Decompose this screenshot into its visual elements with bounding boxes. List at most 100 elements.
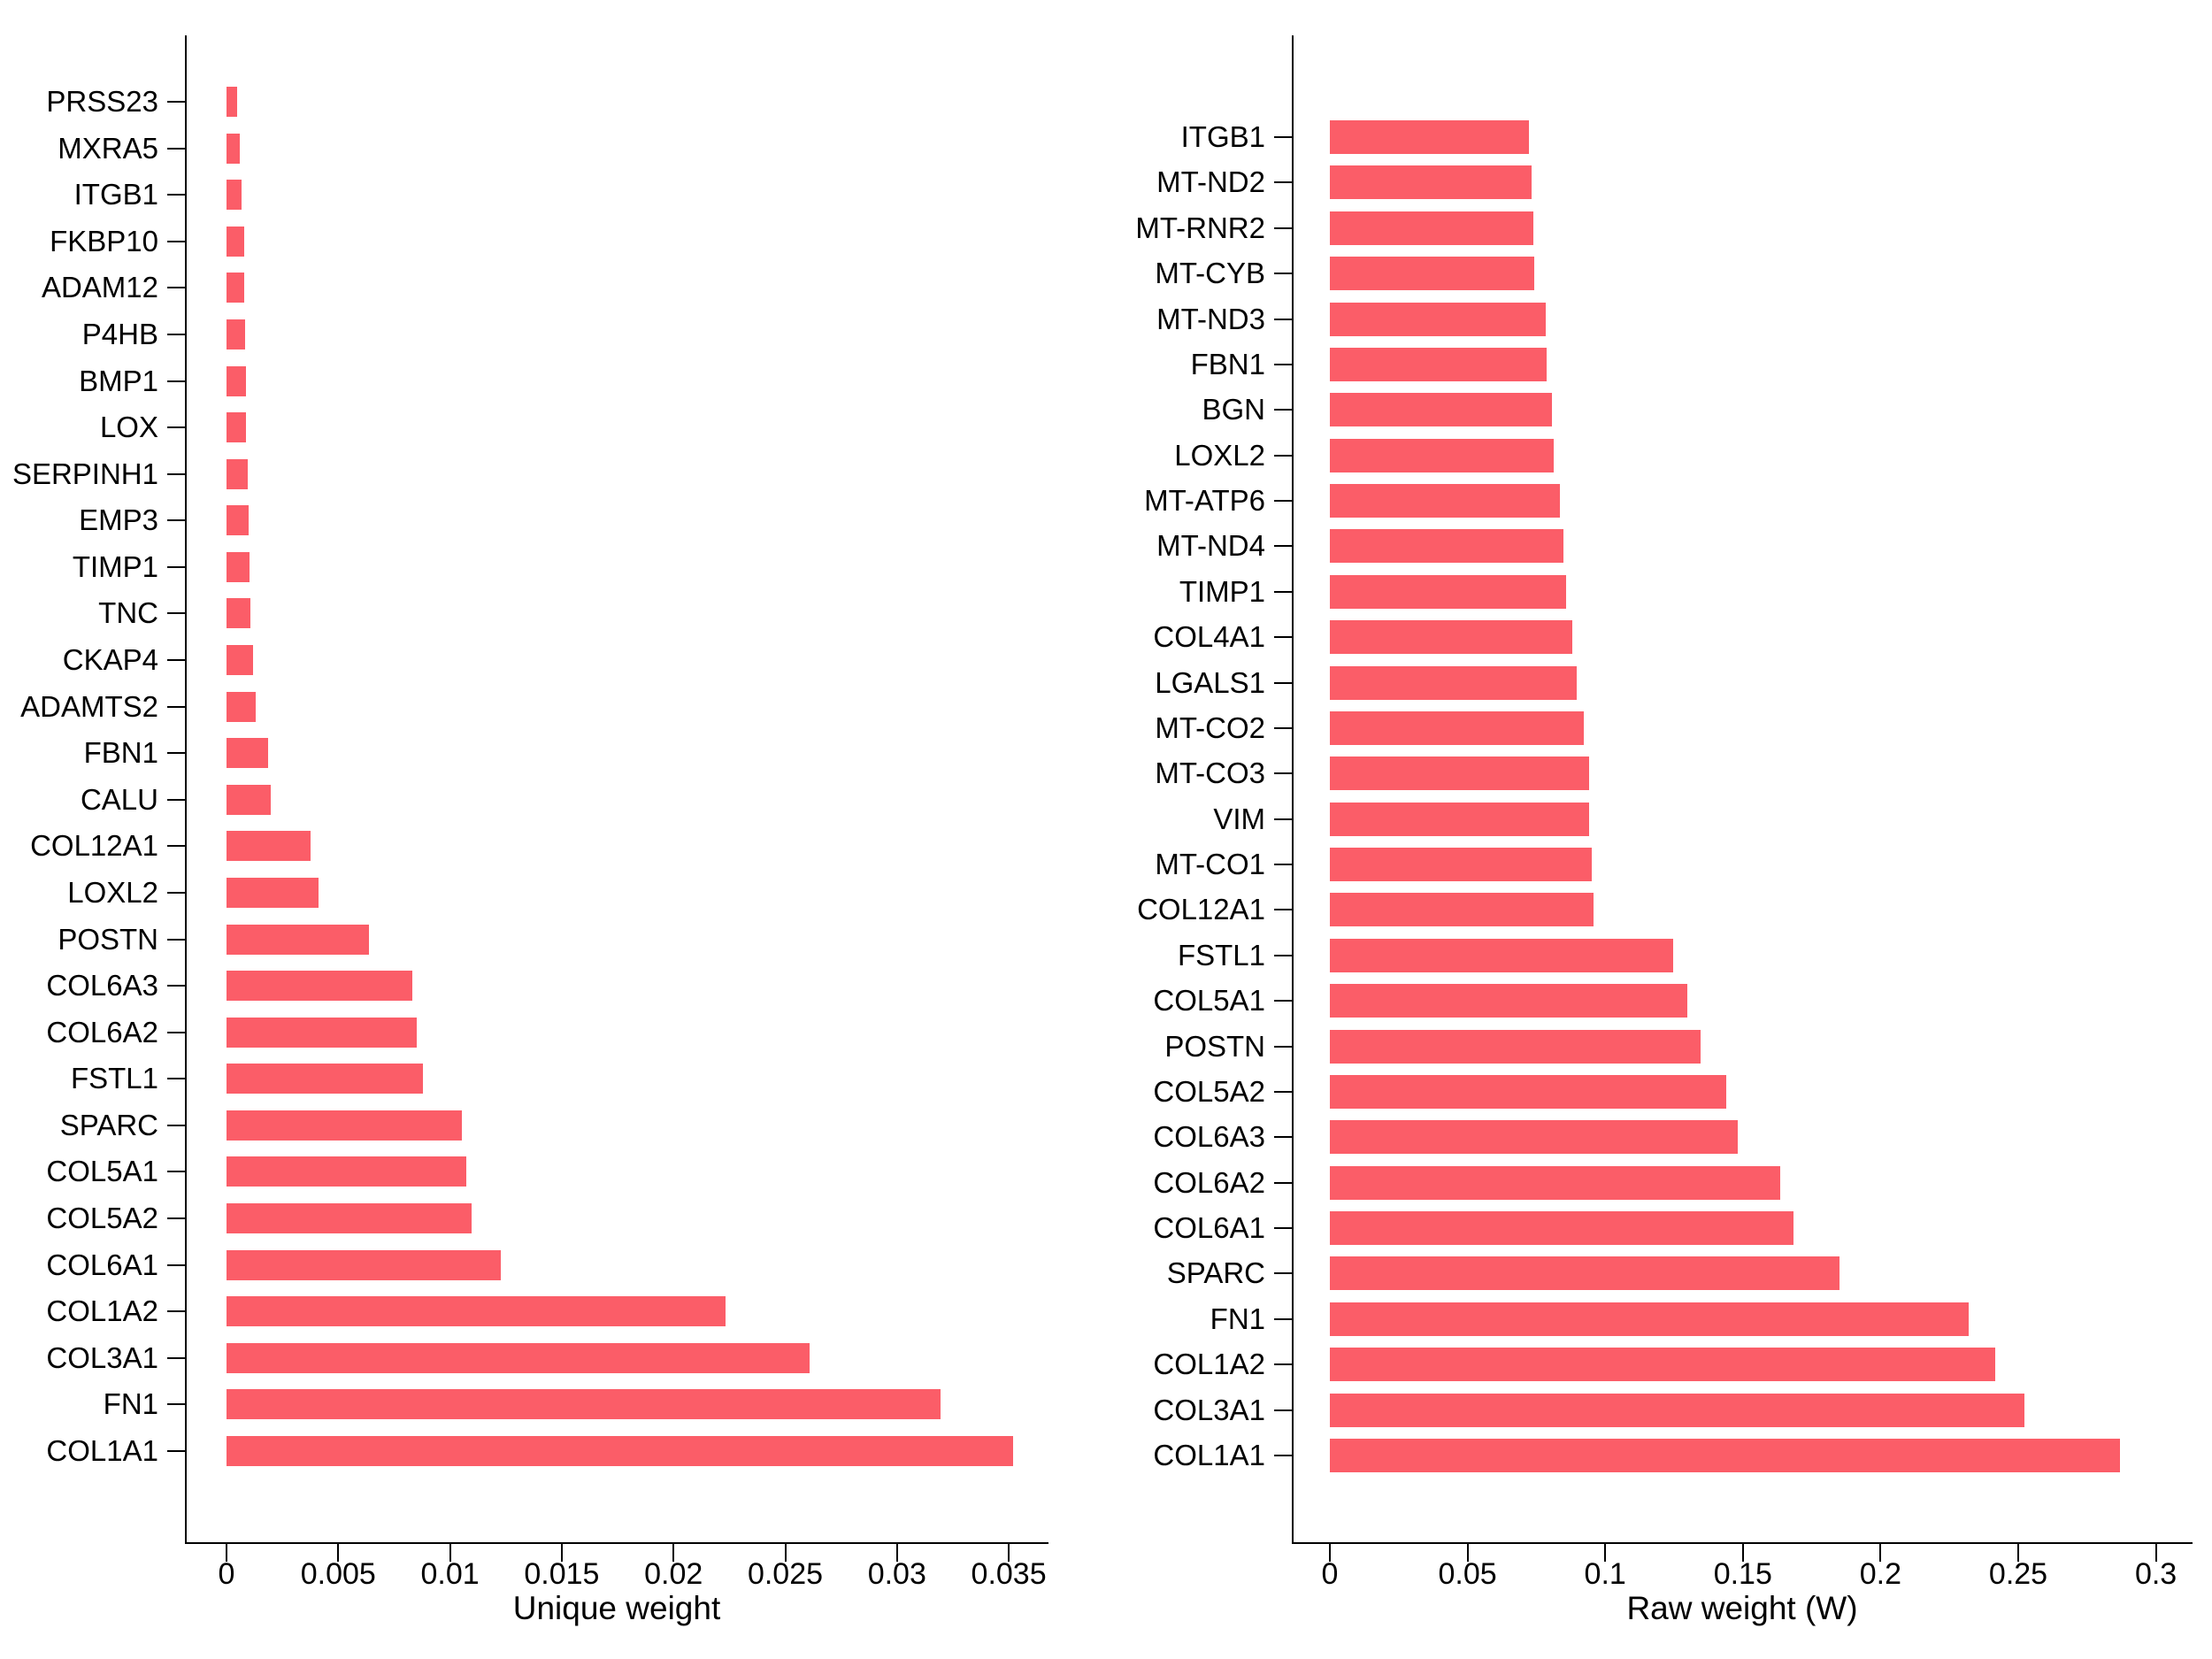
x-tick-label: 0.3: [2134, 1557, 2177, 1591]
y-tick-mark: [167, 565, 185, 568]
y-tick-label: LOXL2: [67, 875, 158, 909]
y-tick-mark: [167, 101, 185, 103]
y-tick-label: ITGB1: [73, 178, 158, 211]
y-tick-label: MT-CO3: [1155, 757, 1265, 790]
y-tick-label: ADAMTS2: [20, 689, 158, 723]
bar: [1330, 1120, 1738, 1155]
bar: [1330, 1029, 1701, 1064]
y-tick-mark: [1274, 818, 1292, 820]
y-tick-mark: [1274, 1045, 1292, 1048]
bar: [1330, 165, 1532, 200]
y-tick-mark: [167, 147, 185, 150]
y-tick-label: MT-ND2: [1156, 165, 1265, 199]
bar: [227, 273, 244, 303]
y-tick-mark: [167, 1031, 185, 1033]
y-tick-label: COL1A1: [46, 1434, 158, 1467]
y-tick-label: COL5A1: [46, 1155, 158, 1188]
y-tick-label: COL6A2: [46, 1015, 158, 1048]
bar: [1330, 848, 1592, 882]
x-tick-mark: [226, 1544, 227, 1562]
x-tick-mark: [1008, 1544, 1010, 1562]
y-tick-label: EMP3: [79, 503, 158, 537]
y-tick-label: LOXL2: [1174, 438, 1265, 472]
x-tick-label: 0: [1321, 1557, 1339, 1591]
x-tick-label: 0.02: [644, 1557, 703, 1591]
bar: [227, 1296, 726, 1327]
x-tick-label: 0.015: [524, 1557, 600, 1591]
x-tick-label: 0.01: [420, 1557, 480, 1591]
bar: [1330, 211, 1534, 245]
x-axis-spine: [185, 1542, 1048, 1544]
y-axis-spine: [185, 35, 187, 1544]
x-axis-label-raw-weight: Raw weight (W): [1626, 1590, 1858, 1626]
y-tick-label: ITGB1: [1180, 120, 1265, 153]
y-tick-mark: [167, 1356, 185, 1359]
y-tick-label: FKBP10: [50, 224, 158, 257]
x-tick-mark: [1329, 1544, 1331, 1562]
bar: [227, 458, 248, 489]
bar: [227, 365, 246, 396]
y-tick-mark: [1274, 1455, 1292, 1456]
x-tick-label: 0.025: [747, 1557, 824, 1591]
bar: [1330, 257, 1535, 291]
x-tick-label: 0.15: [1713, 1557, 1772, 1591]
y-tick-label: FBN1: [83, 736, 158, 770]
x-tick-mark: [1466, 1544, 1469, 1562]
y-tick-label: COL3A1: [46, 1340, 158, 1374]
bar: [1330, 1211, 1793, 1246]
y-tick-mark: [1274, 1227, 1292, 1230]
x-tick-mark: [1879, 1544, 1882, 1562]
x-tick-label: 0.2: [1859, 1557, 1902, 1591]
y-tick-mark: [167, 194, 185, 196]
x-tick-mark: [1741, 1544, 1744, 1562]
y-tick-label: TIMP1: [72, 549, 158, 583]
bar: [227, 971, 413, 1002]
y-tick-label: MT-ND4: [1156, 529, 1265, 563]
y-tick-label: COL3A1: [1153, 1393, 1265, 1426]
y-tick-mark: [1274, 864, 1292, 866]
y-tick-label: COL1A2: [46, 1294, 158, 1328]
y-tick-label: COL6A3: [1153, 1120, 1265, 1154]
y-tick-mark: [167, 1078, 185, 1080]
bar: [227, 87, 238, 117]
y-tick-mark: [167, 380, 185, 382]
y-tick-mark: [167, 1450, 185, 1452]
y-tick-label: SERPINH1: [12, 457, 158, 490]
y-tick-label: COL6A2: [1153, 1165, 1265, 1199]
bar: [227, 598, 251, 629]
y-tick-mark: [1274, 909, 1292, 911]
y-tick-label: P4HB: [81, 317, 158, 350]
x-tick-label: 0.05: [1438, 1557, 1497, 1591]
y-tick-mark: [1274, 273, 1292, 275]
y-tick-mark: [167, 426, 185, 429]
y-tick-label: COL5A1: [1153, 984, 1265, 1018]
y-tick-mark: [167, 287, 185, 289]
bar: [227, 691, 257, 722]
bar: [1330, 302, 1546, 336]
y-tick-label: POSTN: [1164, 1029, 1265, 1063]
y-tick-mark: [1274, 1317, 1292, 1320]
bar: [1330, 1165, 1780, 1200]
x-tick-label: 0.035: [971, 1557, 1047, 1591]
y-tick-mark: [1274, 1363, 1292, 1366]
y-axis-spine: [1292, 35, 1294, 1544]
y-tick-mark: [1274, 726, 1292, 729]
y-tick-mark: [1274, 636, 1292, 639]
bar: [227, 831, 311, 862]
y-tick-mark: [1274, 1000, 1292, 1002]
bar: [1330, 665, 1578, 700]
bar: [1330, 529, 1564, 564]
bar: [1330, 1256, 1840, 1291]
y-tick-label: SPARC: [1166, 1256, 1265, 1290]
bar: [1330, 984, 1687, 1018]
bar: [227, 133, 240, 164]
x-axis-label-unique-weight: Unique weight: [512, 1590, 721, 1626]
y-tick-mark: [167, 752, 185, 755]
y-tick-mark: [167, 1310, 185, 1313]
y-tick-mark: [1274, 227, 1292, 229]
y-tick-label: FBN1: [1190, 347, 1265, 380]
bar: [227, 1389, 941, 1420]
y-tick-mark: [1274, 409, 1292, 411]
y-tick-mark: [1274, 772, 1292, 775]
bar: [227, 180, 242, 211]
